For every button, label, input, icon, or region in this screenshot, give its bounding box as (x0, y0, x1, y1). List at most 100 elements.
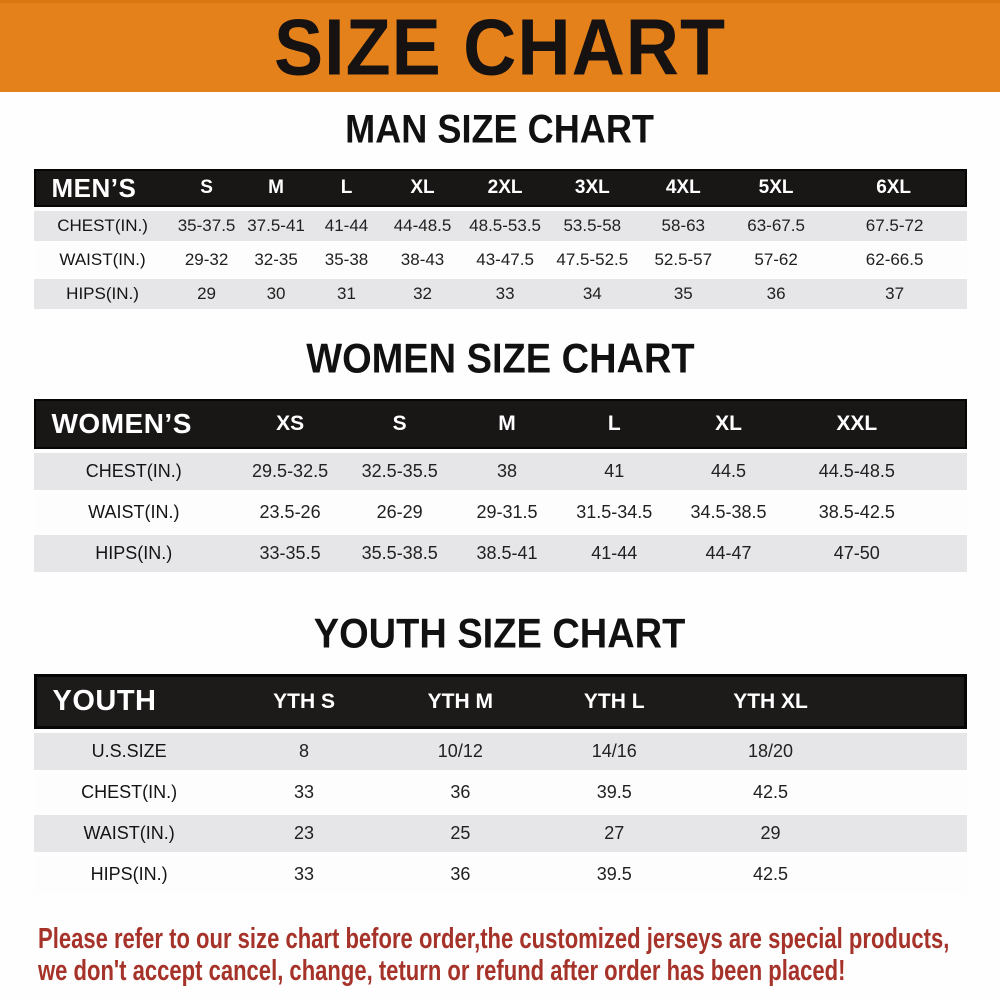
disclaimer-line-2: we don't accept cancel, change, teturn o… (38, 955, 846, 987)
size-column-header: L (310, 169, 383, 207)
measurement-value-cell: 31 (310, 279, 383, 309)
youth-size-table: YOUTH YTH S YTH M YTH L YTH XL U.S.SIZE 8 10/12… (33, 670, 967, 897)
size-column-header: S (171, 169, 242, 207)
measurement-value-cell: 37 (822, 279, 967, 309)
table-title-cell: MEN’S (33, 169, 172, 207)
measurement-value-cell: 41-44 (310, 211, 383, 241)
measurement-value-cell: 34 (547, 279, 638, 309)
measurement-value-cell: 42.5 (691, 856, 850, 893)
size-column-header: L (560, 399, 668, 449)
size-column-header: 3XL (547, 169, 638, 207)
measurement-value-cell: 32-35 (241, 245, 311, 275)
measurement-value-cell: 36 (729, 279, 823, 309)
men-size-table: MEN’S S M L XL 2XL 3XL 4XL 5XL 6XL CHEST(IN.) 35-37… (33, 165, 967, 313)
size-column-header: YTH XL (691, 674, 850, 729)
measurement-value-cell: 63-67.5 (729, 211, 823, 241)
measurement-value-cell: 38.5-42.5 (789, 494, 925, 531)
measurement-value-cell: 36 (383, 856, 538, 893)
measurement-value-cell: 67.5-72 (822, 211, 967, 241)
spacer-cell (849, 815, 967, 852)
measurement-value-cell: 38 (453, 453, 561, 490)
spacer-cell (924, 494, 967, 531)
measurement-value-cell: 47.5-52.5 (547, 245, 638, 275)
measurement-value-cell: 62-66.5 (822, 245, 967, 275)
measurement-value-cell: 53.5-58 (547, 211, 638, 241)
measurement-value-cell: 29-31.5 (453, 494, 561, 531)
measurement-value-cell: 23.5-26 (234, 494, 347, 531)
size-column-header: YTH L (537, 674, 692, 729)
measurement-value-cell: 47-50 (789, 535, 925, 572)
measurement-value-cell: 35-37.5 (171, 211, 242, 241)
size-column-header: 2XL (462, 169, 548, 207)
women-size-table: WOMEN’S XS S M L XL XXL CHEST(IN.) 29.5-32.5 32.5… (33, 395, 967, 576)
measurement-value-cell: 44.5 (667, 453, 790, 490)
measurement-value-cell: 29 (171, 279, 242, 309)
measurement-value-cell: 37.5-41 (241, 211, 311, 241)
measurement-value-cell: 35 (637, 279, 730, 309)
size-column-header: XXL (789, 399, 925, 449)
size-table-row: WAIST(IN.) 23.5-26 26-29 29-31.5 31.5-34.5 34… (33, 494, 967, 531)
measurement-value-cell: 35-38 (310, 245, 383, 275)
measurement-value-cell: 39.5 (537, 856, 692, 893)
measurement-value-cell: 36 (383, 774, 538, 811)
measurement-value-cell: 48.5-53.5 (462, 211, 548, 241)
size-column-header: YTH M (383, 674, 538, 729)
measurement-value-cell: 38-43 (382, 245, 463, 275)
youth-size-section: YOUTH SIZE CHART YOUTH YTH S YTH M YTH L YTH… (0, 611, 1000, 897)
measurement-value-cell: 23 (224, 815, 384, 852)
measurement-value-cell: 41-44 (560, 535, 668, 572)
size-column-header: XL (667, 399, 790, 449)
women-section-heading: WOMEN SIZE CHART (0, 335, 1000, 383)
measurement-value-cell: 41 (560, 453, 668, 490)
measurement-label-cell: WAIST(IN.) (33, 494, 235, 531)
measurement-value-cell: 43-47.5 (462, 245, 548, 275)
measurement-value-cell: 27 (537, 815, 692, 852)
size-column-header: 4XL (637, 169, 730, 207)
table-title-cell: WOMEN’S (33, 399, 235, 449)
measurement-value-cell: 44-48.5 (382, 211, 463, 241)
table-title-cell: YOUTH (33, 674, 225, 729)
size-column-header: M (453, 399, 561, 449)
measurement-label-cell: HIPS(IN.) (33, 535, 235, 572)
spacer-cell (924, 399, 967, 449)
size-column-header: YTH S (224, 674, 384, 729)
measurement-value-cell: 42.5 (691, 774, 850, 811)
man-section-heading-text: MAN SIZE CHART (345, 107, 655, 153)
measurement-value-cell: 25 (383, 815, 538, 852)
spacer-cell (849, 774, 967, 811)
page-title: SIZE CHART (273, 2, 727, 92)
measurement-value-cell: 33 (224, 774, 384, 811)
measurement-value-cell: 8 (224, 733, 384, 770)
measurement-value-cell: 33 (462, 279, 548, 309)
measurement-value-cell: 31.5-34.5 (560, 494, 668, 531)
measurement-value-cell: 34.5-38.5 (667, 494, 790, 531)
measurement-value-cell: 44-47 (667, 535, 790, 572)
measurement-value-cell: 26-29 (346, 494, 454, 531)
measurement-label-cell: U.S.SIZE (33, 733, 225, 770)
size-table-header-row: MEN’S S M L XL 2XL 3XL 4XL 5XL 6XL (33, 169, 967, 207)
women-section-heading-text: WOMEN SIZE CHART (305, 335, 695, 383)
size-column-header: 5XL (729, 169, 823, 207)
size-table-header-row: YOUTH YTH S YTH M YTH L YTH XL (33, 674, 967, 729)
disclaimer-line-1: Please refer to our size chart before or… (38, 923, 950, 955)
spacer-cell (849, 674, 967, 729)
measurement-label-cell: WAIST(IN.) (33, 815, 225, 852)
measurement-value-cell: 18/20 (691, 733, 850, 770)
measurement-value-cell: 33-35.5 (234, 535, 347, 572)
measurement-value-cell: 35.5-38.5 (346, 535, 454, 572)
spacer-cell (924, 535, 967, 572)
measurement-value-cell: 29-32 (171, 245, 242, 275)
man-section-heading: MAN SIZE CHART (0, 107, 1000, 153)
measurement-value-cell: 32 (382, 279, 463, 309)
measurement-value-cell: 38.5-41 (453, 535, 561, 572)
size-table-row: U.S.SIZE 8 10/12 14/16 18/20 (33, 733, 967, 770)
size-table-row: WAIST(IN.) 23 25 27 29 (33, 815, 967, 852)
women-size-section: WOMEN SIZE CHART WOMEN’S XS S M L XL XXL CHEST(… (0, 335, 1000, 576)
measurement-label-cell: CHEST(IN.) (33, 211, 172, 241)
measurement-value-cell: 30 (241, 279, 311, 309)
disclaimer: Please refer to our size chart before or… (38, 923, 1000, 987)
size-table-row: CHEST(IN.) 35-37.5 37.5-41 41-44 44-48.5 48.5… (33, 211, 967, 241)
size-column-header: XS (234, 399, 347, 449)
measurement-value-cell: 14/16 (537, 733, 692, 770)
